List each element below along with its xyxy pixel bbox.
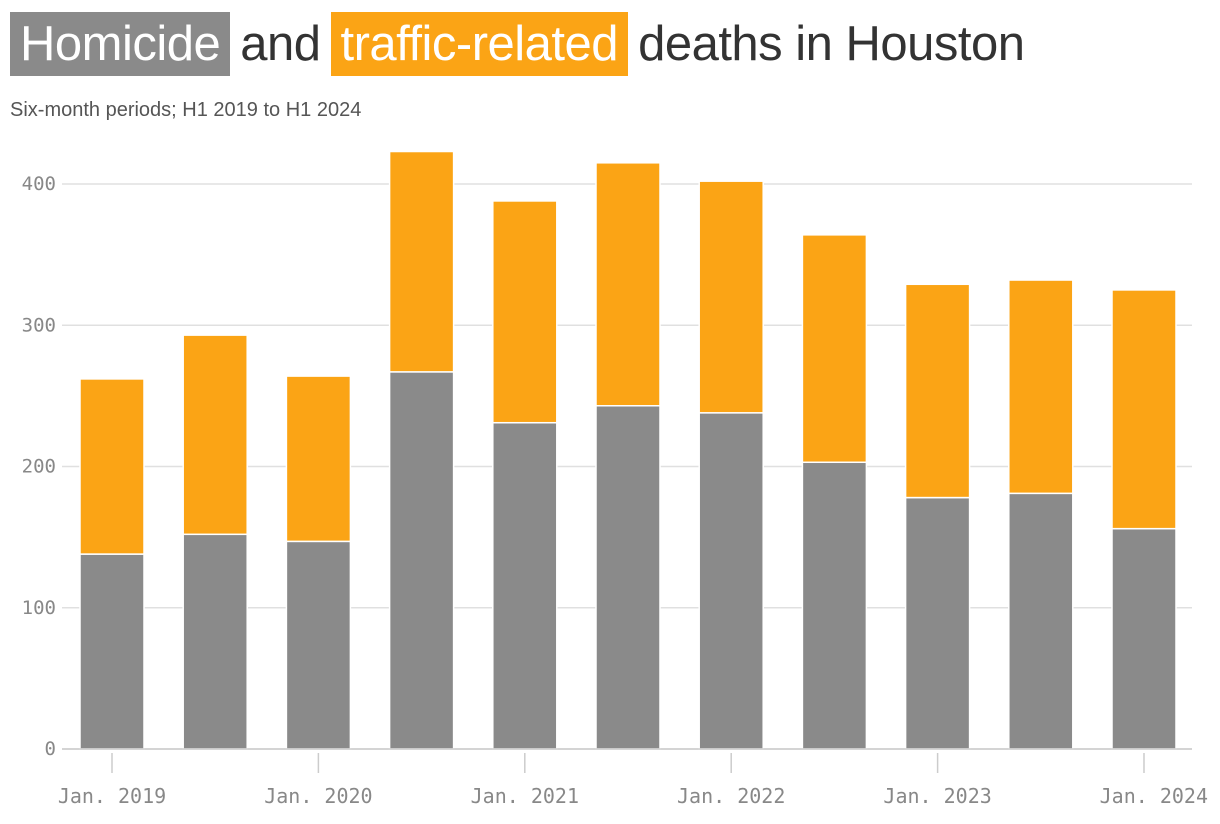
bar-homicide-5	[595, 405, 661, 750]
bar-traffic-2	[285, 375, 352, 543]
y-tick-label-0: 0	[45, 738, 56, 760]
bar-traffic-4	[492, 200, 558, 424]
bar-homicide-2	[285, 540, 352, 750]
bar-traffic-1	[182, 334, 248, 536]
bar-traffic-7	[801, 234, 868, 464]
bar-traffic-5	[595, 162, 661, 407]
y-tick-label-300: 300	[22, 314, 56, 336]
bar-homicide-7	[801, 461, 868, 750]
y-tick-label-100: 100	[22, 597, 56, 619]
bar-homicide-8	[904, 496, 971, 750]
title-traffic-highlight: traffic-related	[330, 12, 629, 76]
bar-traffic-6	[698, 180, 764, 414]
title-homicide-highlight: Homicide	[10, 12, 231, 76]
title-and: and	[240, 17, 321, 71]
bar-traffic-9	[1008, 279, 1074, 495]
bar-homicide-1	[182, 533, 248, 750]
chart-subtitle: Six-month periods; H1 2019 to H1 2024	[10, 99, 362, 121]
bar-traffic-0	[79, 378, 145, 555]
bar-homicide-9	[1008, 492, 1074, 750]
bar-homicide-0	[79, 553, 145, 750]
bar-homicide-6	[698, 412, 764, 750]
x-tick-label-0: Jan. 2019	[58, 784, 166, 808]
x-tick-label-8: Jan. 2023	[883, 784, 991, 808]
bar-homicide-4	[492, 421, 558, 750]
x-tick-label-4: Jan. 2021	[471, 784, 579, 808]
bar-traffic-8	[904, 283, 971, 499]
bar-traffic-3	[388, 150, 455, 373]
chart-title: Homicide and traffic-related deaths in H…	[10, 12, 1035, 76]
x-tick-label-6: Jan. 2022	[677, 784, 785, 808]
bar-homicide-3	[388, 371, 455, 750]
title-rest: deaths in Houston	[638, 17, 1025, 71]
x-tick-label-2: Jan. 2020	[264, 784, 372, 808]
y-tick-label-400: 400	[22, 173, 56, 195]
bar-homicide-10	[1111, 527, 1177, 750]
y-tick-label-200: 200	[22, 456, 56, 478]
x-tick-label-10: Jan. 2024	[1100, 784, 1208, 808]
bar-traffic-10	[1111, 289, 1177, 530]
